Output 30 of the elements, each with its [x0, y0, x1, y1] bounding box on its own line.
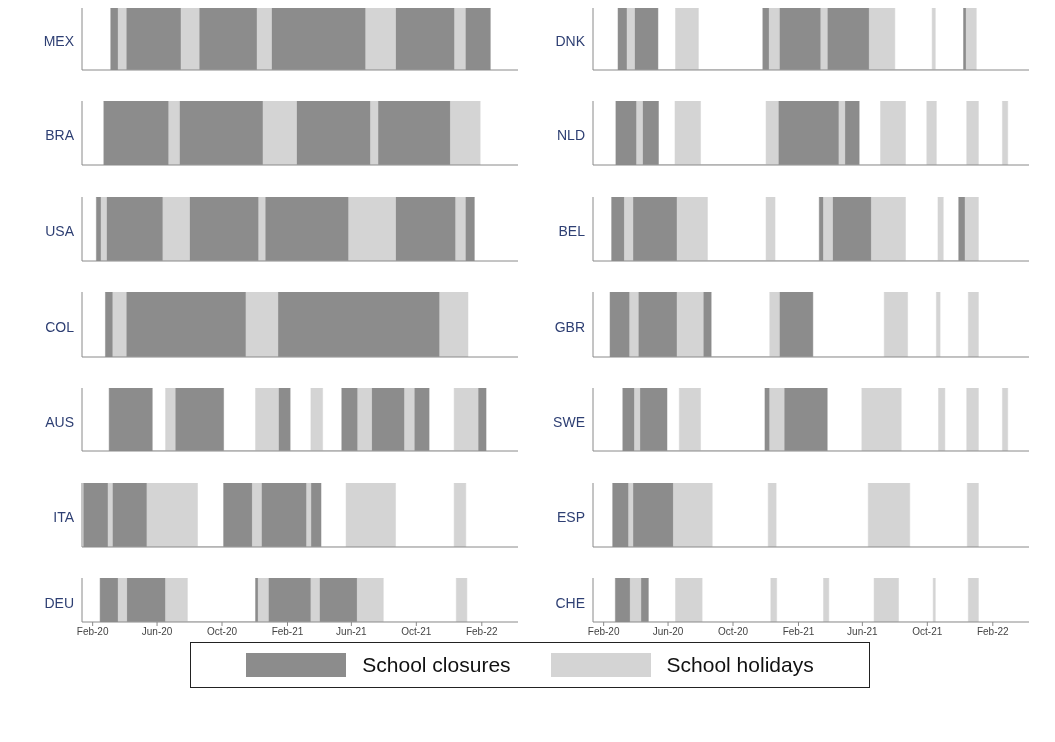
- x-tick-label: Feb-20: [587, 626, 620, 638]
- x-tick-label: Jun-21: [336, 626, 368, 638]
- x-tick-label: Feb-21: [782, 626, 815, 638]
- y-axis-title: BRA: [45, 126, 74, 144]
- y-axis-title: GBR: [554, 317, 585, 336]
- x-tick-label: Jun-21: [847, 626, 879, 638]
- x-tick-label: Oct-20: [207, 626, 238, 638]
- legend-label: School holidays: [666, 653, 814, 677]
- y-axis-title: CHE: [555, 594, 585, 612]
- x-tick-label: Jun-20: [652, 626, 684, 638]
- y-axis-title: ESP: [556, 508, 585, 526]
- y-axis-title: COL: [45, 317, 74, 336]
- y-axis-title: MEX: [43, 32, 74, 50]
- y-axis-title: AUS: [45, 412, 74, 431]
- y-axis-title: NLD: [556, 126, 585, 144]
- x-tick-label: Oct-20: [718, 626, 749, 638]
- x-tick-label: Oct-21: [912, 626, 943, 638]
- x-tick-label: Feb-21: [271, 626, 304, 638]
- y-axis-title: BEL: [558, 222, 585, 240]
- y-axis-title: ITA: [53, 508, 74, 526]
- x-tick-label: Feb-22: [976, 626, 1010, 638]
- y-axis-title: DNK: [555, 32, 585, 50]
- x-tick-label: Feb-22: [465, 626, 499, 638]
- y-axis-title: DEU: [44, 594, 74, 612]
- y-axis-title: USA: [45, 222, 74, 240]
- legend-label: School closures: [362, 653, 511, 677]
- x-tick-label: Jun-20: [141, 626, 173, 638]
- y-axis-title: SWE: [553, 412, 585, 431]
- x-tick-label: Oct-21: [401, 626, 432, 638]
- x-tick-label: Feb-20: [76, 626, 109, 638]
